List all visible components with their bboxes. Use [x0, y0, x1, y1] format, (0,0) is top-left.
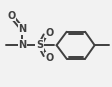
Text: S: S	[36, 40, 43, 50]
Text: O: O	[7, 11, 15, 21]
Text: O: O	[46, 28, 54, 38]
Text: O: O	[46, 53, 54, 63]
Text: N: N	[18, 40, 26, 50]
Text: N: N	[18, 24, 26, 34]
